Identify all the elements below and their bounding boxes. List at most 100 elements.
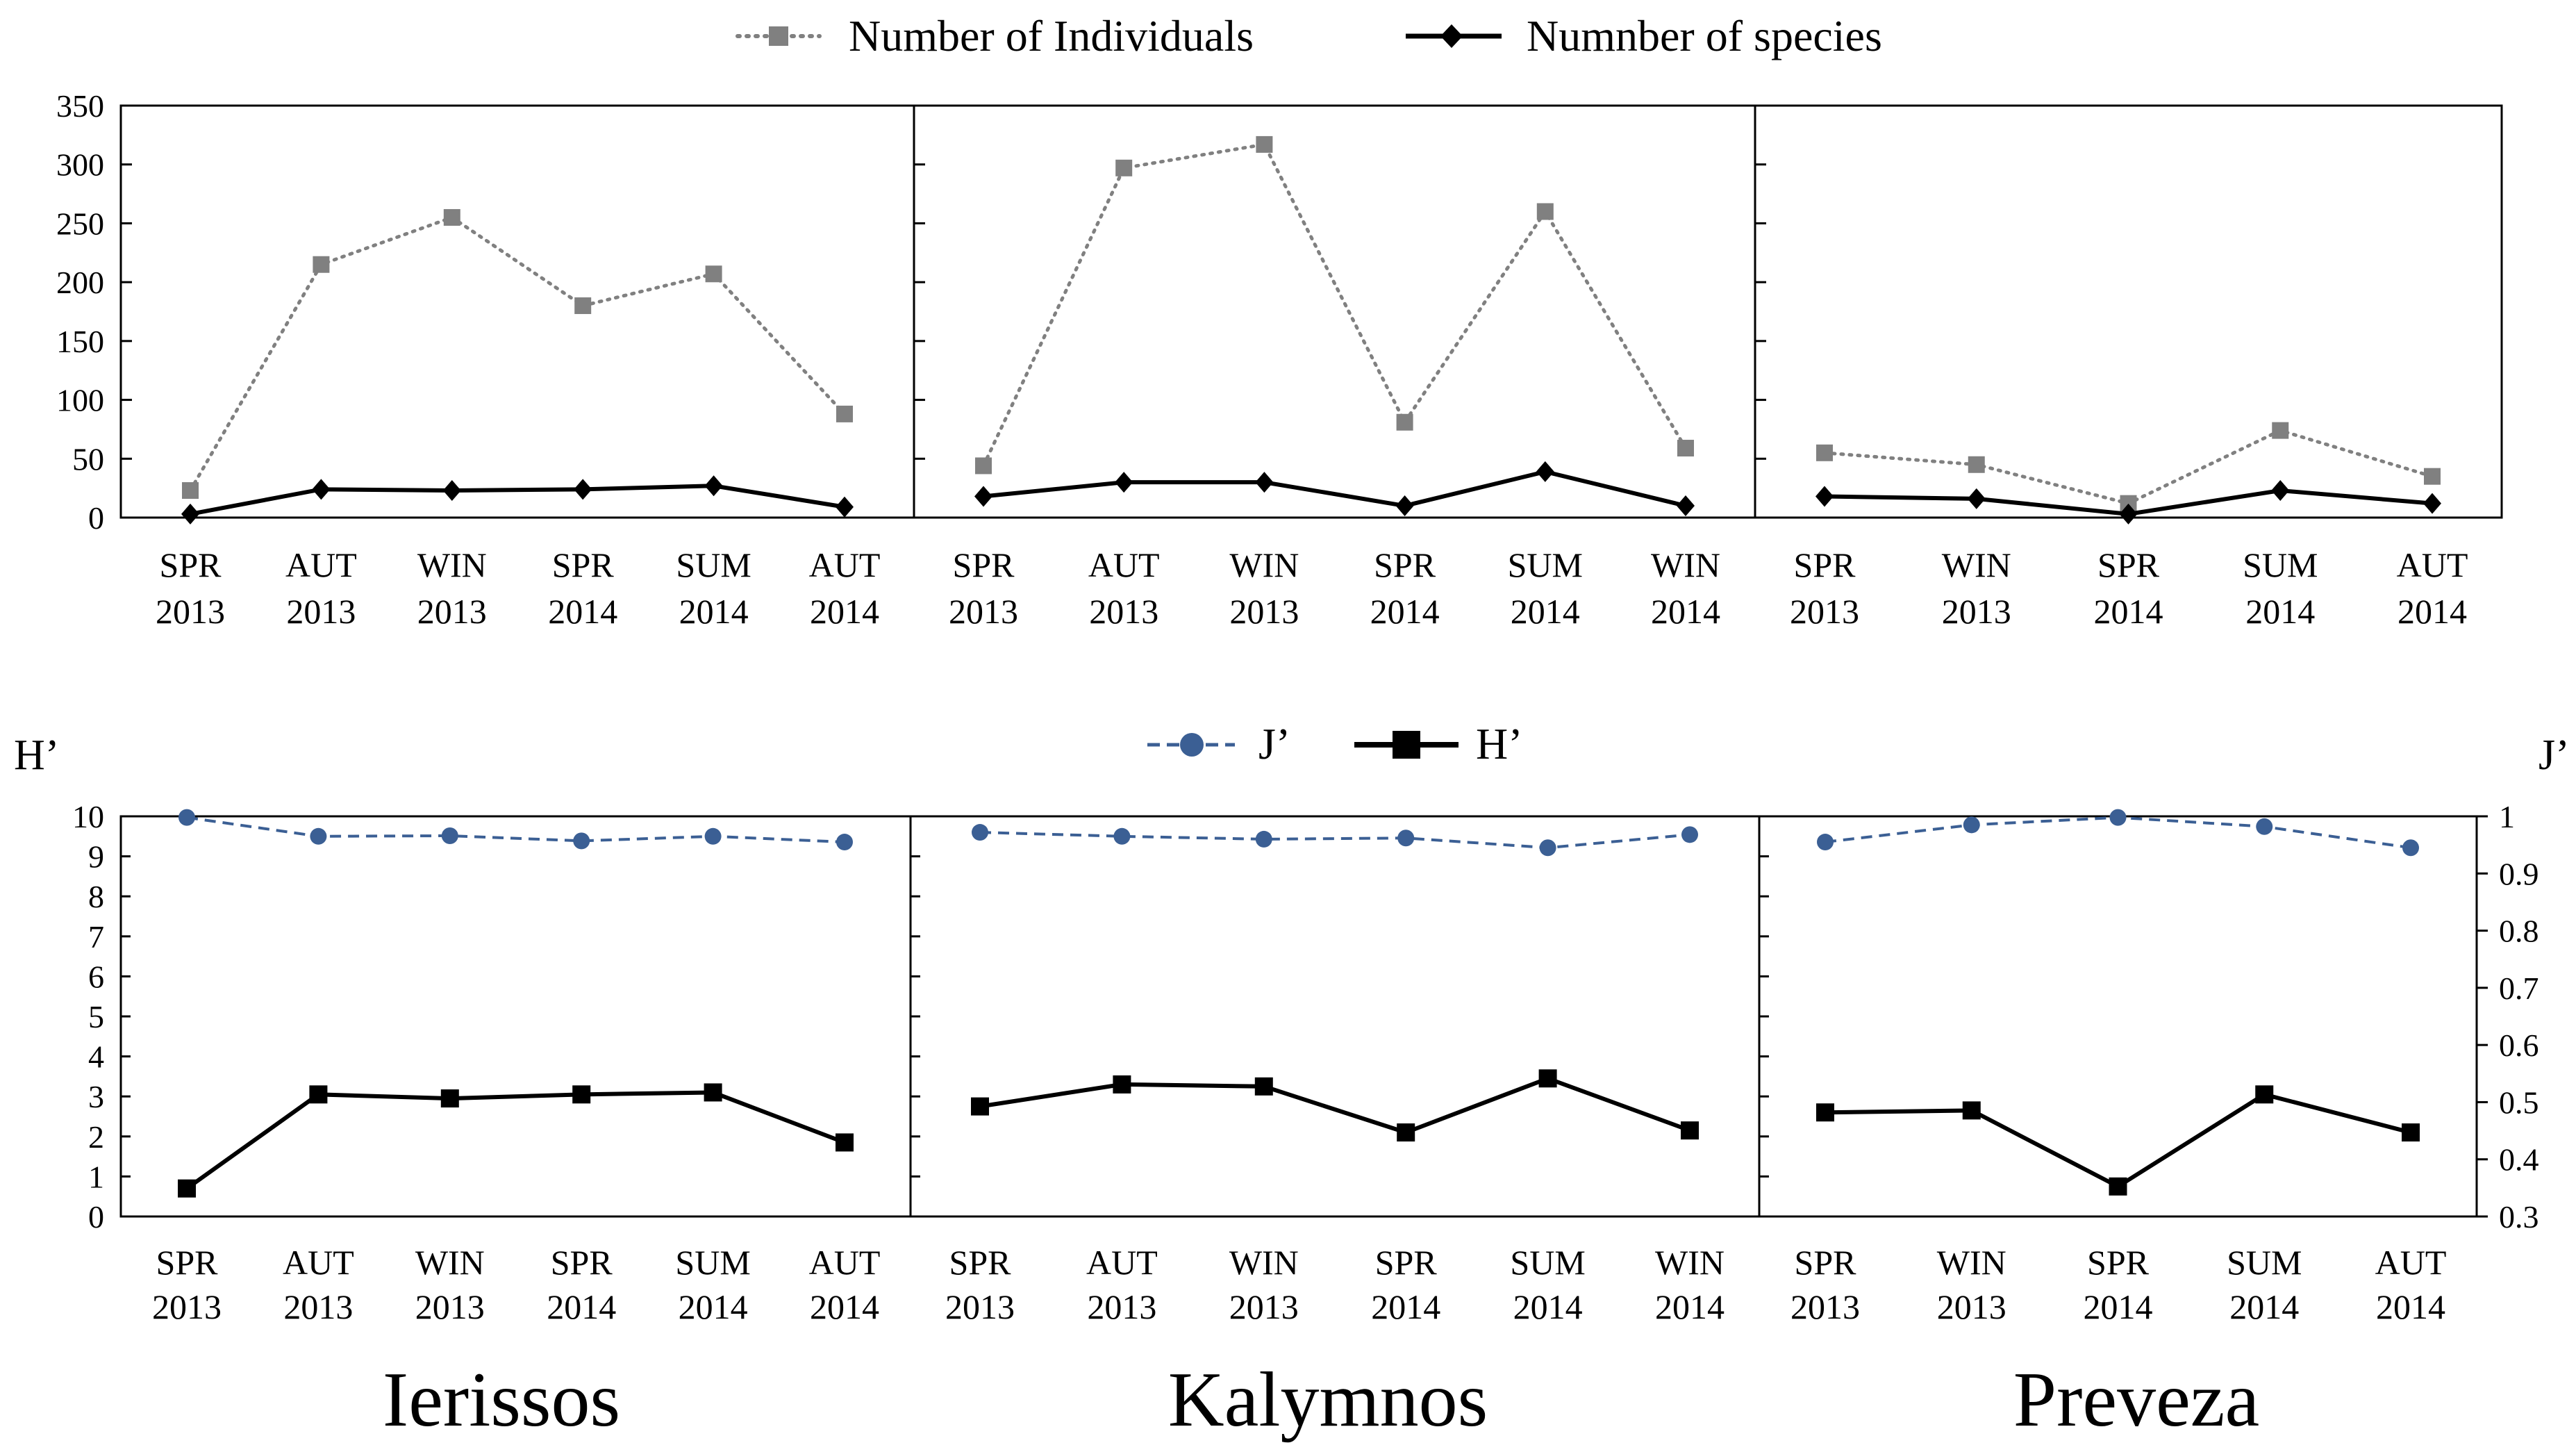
abundance-kalymnos-individuals-point (1115, 159, 1133, 176)
diversity-legend: J’ H’ (1147, 719, 1523, 768)
diversity-kalymnos-shannon-point (1397, 1123, 1415, 1142)
diversity-preveza-category-label: SUM (2227, 1243, 2302, 1282)
diversity-preveza-category-year-label: 2014 (2084, 1287, 2153, 1326)
abundance-ierissos-category-label: WIN (417, 545, 487, 584)
diversity-preveza-category-label: AUT (2375, 1243, 2447, 1282)
abundance-kalymnos-individuals-point (1536, 203, 1554, 220)
diversity-left-tick-label: 4 (88, 1039, 104, 1075)
diversity-ierissos-category-year-label: 2013 (283, 1287, 353, 1326)
diversity-kalymnos-category-year-label: 2013 (1087, 1287, 1156, 1326)
abundance-kalymnos-individuals-point (1677, 440, 1694, 457)
abundance-preveza-individuals-point (2424, 468, 2441, 485)
diversity-ierissos-category-label: SUM (675, 1243, 750, 1282)
abundance-ierissos-species-point (704, 475, 723, 497)
abundance-y-tick-label: 300 (56, 147, 104, 183)
abundance-kalymnos-category-year-label: 2013 (949, 592, 1018, 631)
abundance-kalymnos-category-label: WIN (1229, 545, 1299, 584)
diversity-kalymnos-category-year-label: 2014 (1371, 1287, 1440, 1326)
diversity-ierissos-evenness-point (178, 809, 195, 826)
abundance-kalymnos-category-year-label: 2013 (1089, 592, 1158, 631)
diversity-preveza-category-year-label: 2014 (2376, 1287, 2445, 1326)
diversity-ierissos-evenness-point (573, 832, 590, 850)
legend-evenness-marker (1180, 733, 1204, 757)
abundance-ierissos-category-label: SUM (676, 545, 751, 584)
abundance-ierissos-species-point (442, 480, 461, 502)
diversity-left-tick-label: 2 (88, 1119, 104, 1155)
diversity-kalymnos-shannon-point (1681, 1121, 1699, 1140)
diversity-ierissos-shannon-point (572, 1085, 591, 1104)
diversity-kalymnos-evenness-point (1255, 830, 1272, 848)
diversity-right-tick-label: 0.5 (2499, 1084, 2539, 1120)
diversity-kalymnos-evenness-point (1397, 830, 1415, 847)
abundance-ierissos-individuals-point (574, 297, 592, 315)
abundance-plot-frame (119, 104, 2503, 519)
diversity-kalymnos-evenness-point (1539, 839, 1556, 857)
location-label-kalymnos: Kalymnos (1168, 1357, 1488, 1443)
diversity-left-tick-label: 6 (88, 959, 104, 994)
diversity-ierissos-evenness-line (186, 816, 845, 844)
diversity-preveza-shannon-line (1825, 1092, 2411, 1189)
diversity-ierissos-category-label: WIN (415, 1243, 485, 1282)
diversity-kalymnos-category-label: WIN (1655, 1243, 1725, 1282)
abundance-preveza-category-label: SPR (2097, 545, 2160, 584)
diversity-ierissos-category-label: SPR (551, 1243, 613, 1282)
abundance-preveza-category-year-label: 2014 (2094, 592, 2163, 631)
abundance-kalymnos-category-label: SUM (1508, 545, 1583, 584)
diversity-right-tick-label: 0.6 (2499, 1028, 2539, 1063)
abundance-y-tick-label: 250 (56, 206, 104, 241)
diversity-kalymnos-shannon-line (979, 1076, 1691, 1135)
abundance-ierissos-species-point (312, 479, 331, 500)
diversity-preveza-category-label: SPR (2087, 1243, 2150, 1282)
location-label-ierissos: Ierissos (383, 1357, 620, 1443)
legend-individuals-label: Number of Individuals (849, 11, 1254, 60)
abundance-ierissos-category-year-label: 2014 (810, 592, 879, 631)
diversity-kalymnos-category-year-label: 2014 (1513, 1287, 1583, 1326)
abundance-preveza-category-year-label: 2013 (1790, 592, 1859, 631)
diversity-kalymnos-category-label: SUM (1510, 1243, 1585, 1282)
abundance-ierissos-category-year-label: 2013 (417, 592, 487, 631)
abundance-ierissos-category-year-label: 2014 (679, 592, 749, 631)
diversity-right-axis-title: J’ (2538, 732, 2570, 779)
abundance-y-tick-label: 150 (56, 324, 104, 359)
legend-shannon-marker (1393, 731, 1420, 759)
diversity-kalymnos-category-label: SPR (949, 1243, 1012, 1282)
diversity-preveza-shannon-point (2402, 1123, 2420, 1142)
diversity-left-tick-label: 7 (88, 919, 104, 955)
diversity-ierissos-category-label: AUT (809, 1243, 881, 1282)
abundance-preveza-category-year-label: 2013 (1942, 592, 2011, 631)
abundance-chart: 0 50 100 150 200 250 300 350 SPR 2013 AUT 2013 WIN 20… (56, 11, 2503, 631)
abundance-preveza-category-label: SUM (2243, 545, 2318, 584)
abundance-preveza-number-of-individuals-line (1822, 428, 2434, 506)
diversity-ierissos-evenness-point (310, 827, 327, 845)
diversity-ierissos-category-year-label: 2014 (547, 1287, 616, 1326)
abundance-ierissos-numnber-of-species-line (190, 484, 845, 516)
diversity-preveza-shannon-point (1816, 1103, 1834, 1122)
diversity-right-tick-label: 0.7 (2499, 971, 2539, 1006)
abundance-ierissos-category-year-label: 2013 (286, 592, 356, 631)
diversity-chart: 0 1 2 3 4 5 6 7 8 9 10 0.3 0.4 0.5 0.6 0.7 0.8 0.9 1 H’ J’ SP… (14, 719, 2570, 1326)
diversity-ierissos-category-year-label: 2014 (810, 1287, 879, 1326)
diversity-left-axis-title: H’ (14, 732, 59, 779)
abundance-y-tick-label: 200 (56, 265, 104, 300)
abundance-preveza-species-point (2271, 480, 2290, 502)
diversity-kalymnos-category-label: AUT (1086, 1243, 1158, 1282)
diversity-ierissos-shannon-point (836, 1133, 854, 1152)
abundance-preveza-category-label: AUT (2397, 545, 2468, 584)
diversity-kalymnos-evenness-line (979, 831, 1690, 850)
diversity-kalymnos-category-label: WIN (1229, 1243, 1299, 1282)
location-labels: Ierissos Kalymnos Preveza (383, 1357, 2259, 1443)
abundance-kalymnos-species-point (1255, 472, 1274, 493)
diversity-kalymnos-category-year-label: 2014 (1655, 1287, 1725, 1326)
diversity-ierissos-shannon-point (440, 1089, 459, 1108)
diversity-left-tick-label: 1 (88, 1159, 104, 1194)
legend-individuals-marker (769, 26, 788, 46)
diversity-kalymnos-category-year-label: 2013 (945, 1287, 1015, 1326)
diversity-left-tick-label: 8 (88, 879, 104, 914)
diversity-right-tick-label: 0.9 (2499, 856, 2539, 891)
abundance-ierissos-individuals-point (836, 405, 853, 422)
diversity-ierissos-shannon-point (309, 1085, 328, 1104)
abundance-ierissos-species-point (574, 479, 592, 500)
diversity-plot-frame (119, 815, 2478, 1218)
abundance-ierissos-category-year-label: 2013 (156, 592, 225, 631)
diversity-kalymnos-evenness-point (1113, 827, 1131, 845)
